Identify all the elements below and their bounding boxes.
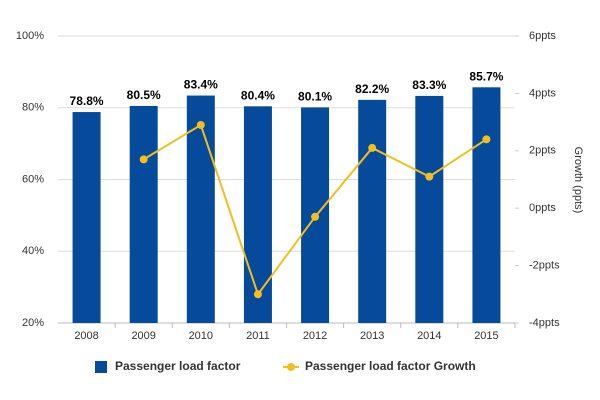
x-tick-label: 2013 <box>360 330 384 342</box>
x-tick-label: 2011 <box>246 330 270 342</box>
line-point <box>196 120 205 129</box>
bar <box>72 112 101 324</box>
bar <box>243 106 272 323</box>
data-label: 80.4% <box>241 88 275 102</box>
bar <box>415 95 444 323</box>
x-tick-label: 2014 <box>417 330 441 342</box>
data-label: 83.4% <box>184 78 218 92</box>
x-tick-label: 2012 <box>303 330 327 342</box>
data-label: 78.8% <box>70 94 104 108</box>
x-tick-label: 2010 <box>189 330 213 342</box>
y-tick-label: 60% <box>22 173 44 185</box>
bar <box>186 95 215 324</box>
y2-tick-label: 2ppts <box>529 145 556 157</box>
legend-swatch <box>287 363 295 371</box>
line-point <box>425 172 434 181</box>
line-point <box>368 143 377 152</box>
bar <box>472 87 501 324</box>
y2-tick-label: 6ppts <box>529 30 556 42</box>
legend-swatch <box>95 361 107 373</box>
data-label: 82.2% <box>355 82 389 96</box>
data-label: 83.3% <box>412 78 446 92</box>
line-point <box>482 135 491 144</box>
y-tick-label: 20% <box>22 317 44 329</box>
line-point <box>253 290 262 299</box>
y2-tick-label: 4ppts <box>529 87 556 99</box>
line-point <box>139 155 148 164</box>
bar <box>358 99 387 323</box>
legend-label: Passenger load factor <box>115 359 241 373</box>
data-label: 80.1% <box>298 90 332 104</box>
x-tick-label: 2008 <box>74 330 98 342</box>
y-tick-label: 40% <box>22 245 44 257</box>
y2-tick-label: -2ppts <box>529 260 560 272</box>
y-tick-label: 80% <box>22 102 44 114</box>
y2-tick-label: -4ppts <box>529 317 560 329</box>
y2-tick-label: 0ppts <box>529 202 556 214</box>
y2-axis-label: Growth (ppts) <box>572 147 584 214</box>
line-point <box>311 212 320 221</box>
bar <box>129 105 158 323</box>
x-tick-label: 2009 <box>131 330 155 342</box>
data-label: 80.5% <box>127 88 161 102</box>
data-label: 85.7% <box>469 69 503 83</box>
y-tick-label: 100% <box>16 30 44 42</box>
legend-label: Passenger load factor Growth <box>305 359 476 373</box>
x-tick-label: 2015 <box>474 330 498 342</box>
